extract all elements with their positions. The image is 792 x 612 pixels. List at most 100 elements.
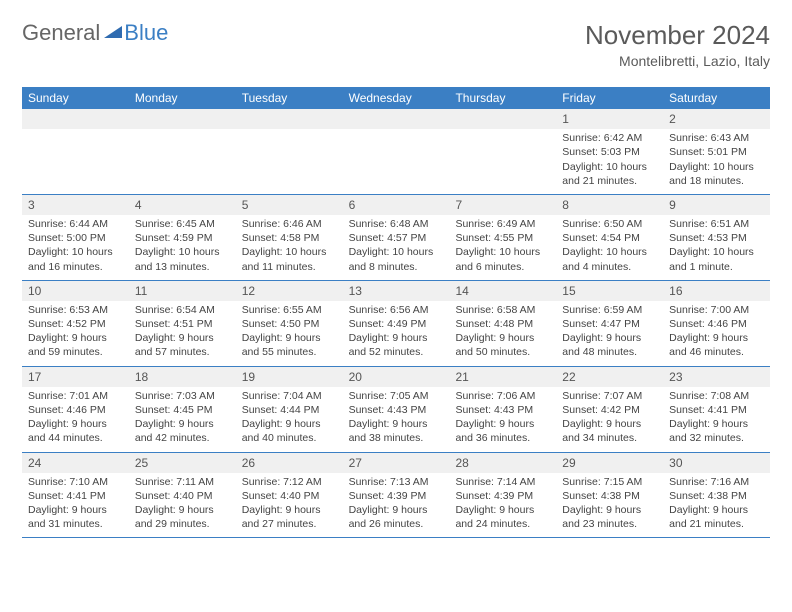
day-number: 8 xyxy=(556,195,663,215)
day-number: 5 xyxy=(236,195,343,215)
sunrise-line: Sunrise: 7:00 AM xyxy=(669,303,764,317)
weekday-header-row: SundayMondayTuesdayWednesdayThursdayFrid… xyxy=(22,87,770,109)
day-cell: 10Sunrise: 6:53 AMSunset: 4:52 PMDayligh… xyxy=(22,281,129,366)
sunset-line: Sunset: 4:59 PM xyxy=(135,231,230,245)
day-cell: 18Sunrise: 7:03 AMSunset: 4:45 PMDayligh… xyxy=(129,367,236,452)
day-number: 11 xyxy=(129,281,236,301)
day-cell-empty xyxy=(236,109,343,194)
day-number-empty xyxy=(449,109,556,129)
logo-text-2: Blue xyxy=(124,20,168,46)
day-cell: 7Sunrise: 6:49 AMSunset: 4:55 PMDaylight… xyxy=(449,195,556,280)
sunset-line: Sunset: 4:39 PM xyxy=(455,489,550,503)
day-number: 18 xyxy=(129,367,236,387)
day-number-empty xyxy=(343,109,450,129)
day-number: 14 xyxy=(449,281,556,301)
sunrise-line: Sunrise: 7:15 AM xyxy=(562,475,657,489)
day-number: 17 xyxy=(22,367,129,387)
day-number: 22 xyxy=(556,367,663,387)
day-number: 16 xyxy=(663,281,770,301)
daylight-line: Daylight: 10 hours and 6 minutes. xyxy=(455,245,550,273)
daylight-line: Daylight: 9 hours and 21 minutes. xyxy=(669,503,764,531)
day-cell: 4Sunrise: 6:45 AMSunset: 4:59 PMDaylight… xyxy=(129,195,236,280)
weekday-header: Friday xyxy=(556,87,663,109)
daylight-line: Daylight: 9 hours and 44 minutes. xyxy=(28,417,123,445)
logo-triangle-icon xyxy=(104,24,122,42)
sunset-line: Sunset: 4:46 PM xyxy=(669,317,764,331)
sunset-line: Sunset: 4:47 PM xyxy=(562,317,657,331)
daylight-line: Daylight: 9 hours and 52 minutes. xyxy=(349,331,444,359)
daylight-line: Daylight: 9 hours and 59 minutes. xyxy=(28,331,123,359)
day-number-empty xyxy=(22,109,129,129)
weekday-header: Monday xyxy=(129,87,236,109)
sunrise-line: Sunrise: 6:48 AM xyxy=(349,217,444,231)
month-title: November 2024 xyxy=(585,20,770,51)
day-cell: 17Sunrise: 7:01 AMSunset: 4:46 PMDayligh… xyxy=(22,367,129,452)
sunrise-line: Sunrise: 7:04 AM xyxy=(242,389,337,403)
sunrise-line: Sunrise: 6:49 AM xyxy=(455,217,550,231)
day-number: 9 xyxy=(663,195,770,215)
day-number: 28 xyxy=(449,453,556,473)
sunrise-line: Sunrise: 7:03 AM xyxy=(135,389,230,403)
day-cell: 30Sunrise: 7:16 AMSunset: 4:38 PMDayligh… xyxy=(663,453,770,538)
day-number: 25 xyxy=(129,453,236,473)
day-cell: 5Sunrise: 6:46 AMSunset: 4:58 PMDaylight… xyxy=(236,195,343,280)
sunset-line: Sunset: 5:01 PM xyxy=(669,145,764,159)
day-cell: 19Sunrise: 7:04 AMSunset: 4:44 PMDayligh… xyxy=(236,367,343,452)
daylight-line: Daylight: 9 hours and 36 minutes. xyxy=(455,417,550,445)
daylight-line: Daylight: 10 hours and 4 minutes. xyxy=(562,245,657,273)
daylight-line: Daylight: 10 hours and 13 minutes. xyxy=(135,245,230,273)
sunrise-line: Sunrise: 6:53 AM xyxy=(28,303,123,317)
week-row: 24Sunrise: 7:10 AMSunset: 4:41 PMDayligh… xyxy=(22,453,770,539)
sunset-line: Sunset: 4:48 PM xyxy=(455,317,550,331)
day-cell: 23Sunrise: 7:08 AMSunset: 4:41 PMDayligh… xyxy=(663,367,770,452)
sunrise-line: Sunrise: 7:01 AM xyxy=(28,389,123,403)
sunset-line: Sunset: 5:03 PM xyxy=(562,145,657,159)
sunrise-line: Sunrise: 6:46 AM xyxy=(242,217,337,231)
day-cell-empty xyxy=(129,109,236,194)
daylight-line: Daylight: 9 hours and 29 minutes. xyxy=(135,503,230,531)
daylight-line: Daylight: 9 hours and 50 minutes. xyxy=(455,331,550,359)
sunrise-line: Sunrise: 7:13 AM xyxy=(349,475,444,489)
sunset-line: Sunset: 4:42 PM xyxy=(562,403,657,417)
day-cell: 25Sunrise: 7:11 AMSunset: 4:40 PMDayligh… xyxy=(129,453,236,538)
sunrise-line: Sunrise: 7:06 AM xyxy=(455,389,550,403)
sunrise-line: Sunrise: 7:12 AM xyxy=(242,475,337,489)
daylight-line: Daylight: 10 hours and 18 minutes. xyxy=(669,160,764,188)
logo: General Blue xyxy=(22,20,168,46)
day-cell: 3Sunrise: 6:44 AMSunset: 5:00 PMDaylight… xyxy=(22,195,129,280)
daylight-line: Daylight: 9 hours and 23 minutes. xyxy=(562,503,657,531)
sunrise-line: Sunrise: 7:10 AM xyxy=(28,475,123,489)
daylight-line: Daylight: 10 hours and 11 minutes. xyxy=(242,245,337,273)
day-number: 1 xyxy=(556,109,663,129)
sunset-line: Sunset: 4:45 PM xyxy=(135,403,230,417)
daylight-line: Daylight: 9 hours and 48 minutes. xyxy=(562,331,657,359)
sunset-line: Sunset: 4:43 PM xyxy=(349,403,444,417)
day-cell: 14 Sunrise: 6:58 AMSunset: 4:48 PMDayligh… xyxy=(449,281,556,366)
sunset-line: Sunset: 4:44 PM xyxy=(242,403,337,417)
day-number: 3 xyxy=(22,195,129,215)
day-number: 13 xyxy=(343,281,450,301)
sunrise-line: Sunrise: 6:51 AM xyxy=(669,217,764,231)
day-cell: 1Sunrise: 6:42 AMSunset: 5:03 PMDaylight… xyxy=(556,109,663,194)
daylight-line: Daylight: 10 hours and 1 minute. xyxy=(669,245,764,273)
sunrise-line: Sunrise: 7:08 AM xyxy=(669,389,764,403)
daylight-line: Daylight: 9 hours and 57 minutes. xyxy=(135,331,230,359)
day-number: 4 xyxy=(129,195,236,215)
sunrise-line: Sunrise: 6:43 AM xyxy=(669,131,764,145)
sunset-line: Sunset: 4:53 PM xyxy=(669,231,764,245)
day-cell: 9 Sunrise: 6:51 AMSunset: 4:53 PMDaylight… xyxy=(663,195,770,280)
weekday-header: Tuesday xyxy=(236,87,343,109)
day-cell: 26Sunrise: 7:12 AMSunset: 4:40 PMDayligh… xyxy=(236,453,343,538)
day-cell: 24Sunrise: 7:10 AMSunset: 4:41 PMDayligh… xyxy=(22,453,129,538)
day-cell-empty xyxy=(343,109,450,194)
day-cell-empty xyxy=(449,109,556,194)
sunset-line: Sunset: 4:57 PM xyxy=(349,231,444,245)
day-number: 6 xyxy=(343,195,450,215)
day-number: 21 xyxy=(449,367,556,387)
day-number: 23 xyxy=(663,367,770,387)
sunrise-line: Sunrise: 6:56 AM xyxy=(349,303,444,317)
sunrise-line: Sunrise: 6:58 AM xyxy=(455,303,550,317)
sunset-line: Sunset: 4:54 PM xyxy=(562,231,657,245)
day-number: 24 xyxy=(22,453,129,473)
week-row: 10Sunrise: 6:53 AMSunset: 4:52 PMDayligh… xyxy=(22,281,770,367)
